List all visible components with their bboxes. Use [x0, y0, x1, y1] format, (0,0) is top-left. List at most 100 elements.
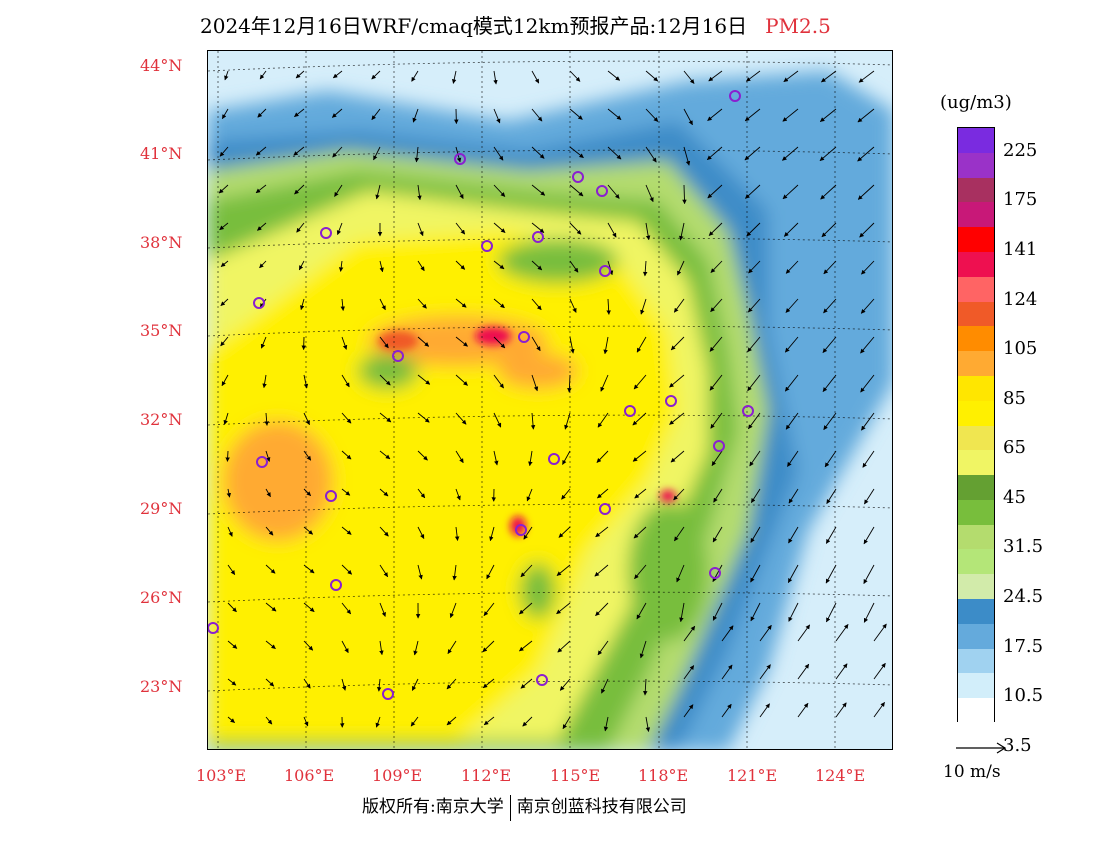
legend-label-11: 10.5: [1003, 685, 1044, 707]
wind-vector: [522, 716, 533, 727]
city-marker: [518, 331, 530, 343]
legend-swatch-0: [958, 128, 994, 154]
wind-vector: [417, 222, 424, 237]
wind-vector: [864, 488, 875, 505]
wind-vector: [412, 108, 419, 123]
wind-vector: [673, 298, 685, 313]
wind-vector: [607, 108, 622, 120]
wind-vector: [493, 412, 502, 428]
wind-vector: [526, 488, 533, 502]
wind-vector: [303, 716, 309, 727]
legend-swatch-20: [958, 623, 994, 650]
wind-vector: [707, 108, 723, 121]
wind-vector: [640, 298, 647, 315]
legend-swatch-8: [958, 326, 994, 352]
wind-vector: [531, 260, 543, 271]
wind-vector: [669, 374, 685, 388]
legend-swatch-5: [958, 251, 994, 278]
wind-vector: [482, 640, 495, 653]
wind-vector: [227, 526, 233, 537]
wind-vector: [520, 678, 533, 689]
wind-vector: [721, 625, 734, 642]
wind-vector: [821, 222, 837, 238]
wind-vector: [379, 640, 384, 656]
graticule: [208, 51, 892, 749]
wind-vector: [676, 564, 685, 583]
wind-vector: [750, 526, 761, 543]
wind-vector: [606, 298, 611, 315]
wind-vector: [531, 336, 541, 352]
legend-label-9: 24.5: [1003, 586, 1044, 608]
wind-vector: [218, 184, 229, 194]
wind-vector: [713, 488, 723, 503]
city-marker: [382, 688, 394, 700]
wind-vector: [414, 146, 420, 163]
wind-vector: [341, 412, 352, 424]
title-main: 2024年12月16日WRF/cmaq模式12km预报产品:12月16日: [200, 14, 748, 38]
wind-vector: [265, 678, 275, 687]
wind-vector: [634, 564, 647, 580]
wind-vector: [220, 336, 229, 347]
wind-vector: [708, 70, 723, 82]
wind-vector: [857, 108, 875, 123]
wind-vector: [531, 146, 545, 159]
wind-vector: [711, 450, 723, 466]
wind-vector: [670, 336, 685, 351]
wind-vector: [489, 526, 495, 542]
wind-vector: [825, 564, 837, 584]
wind-vector: [303, 374, 309, 389]
wind-vector: [556, 602, 571, 615]
wind-reference-label: 10 m/s: [943, 762, 1001, 782]
wind-vector: [669, 412, 685, 425]
wind-vector: [797, 702, 809, 718]
wind-vector: [759, 664, 771, 680]
city-marker: [325, 490, 337, 502]
wind-vector: [569, 108, 583, 120]
wind-vector: [567, 374, 572, 393]
wind-vector: [744, 146, 761, 161]
wind-vector: [642, 260, 648, 277]
wind-vector: [454, 526, 460, 541]
wind-vector: [645, 184, 654, 203]
wind-vector: [797, 663, 810, 680]
wind-vector: [293, 146, 305, 156]
lat-label-5: 29°N: [140, 499, 183, 518]
wind-vector: [710, 412, 723, 429]
wind-vector: [528, 450, 533, 467]
wind-vector: [341, 564, 353, 575]
wind-vector: [303, 602, 315, 613]
wind-vector: [417, 564, 423, 580]
wind-vector: [759, 703, 770, 718]
legend-label-10: 17.5: [1003, 635, 1044, 657]
wind-vector: [298, 260, 305, 271]
wind-vector: [683, 704, 694, 718]
wind-vector: [749, 450, 761, 467]
wind-vector: [417, 488, 426, 499]
city-marker: [256, 456, 268, 468]
legend-label-12: 3.5: [1003, 734, 1032, 756]
wind-vector: [331, 108, 343, 118]
wind-vector: [785, 260, 799, 274]
wind-vector: [340, 298, 346, 311]
wind-vector: [783, 70, 799, 83]
city-marker: [320, 227, 332, 239]
wind-vector: [531, 184, 546, 196]
wind-vector: [825, 526, 837, 544]
legend-label-0: 225: [1003, 139, 1038, 161]
wind-vector: [863, 602, 875, 623]
wind-vector: [455, 488, 461, 501]
city-markers: [208, 90, 754, 700]
wind-vector: [750, 602, 761, 622]
city-marker: [208, 622, 219, 634]
wind-vector: [303, 678, 311, 689]
wind-vector: [607, 146, 622, 160]
wind-vector: [835, 702, 847, 718]
wind-vector: [493, 336, 506, 349]
wind-vector: [341, 336, 348, 350]
wind-vector: [221, 374, 229, 387]
wind-vector: [455, 450, 464, 464]
wind-vector: [745, 184, 761, 199]
wind-vector: [493, 298, 505, 309]
wind-vector: [417, 260, 425, 272]
wind-vector: [294, 184, 305, 195]
